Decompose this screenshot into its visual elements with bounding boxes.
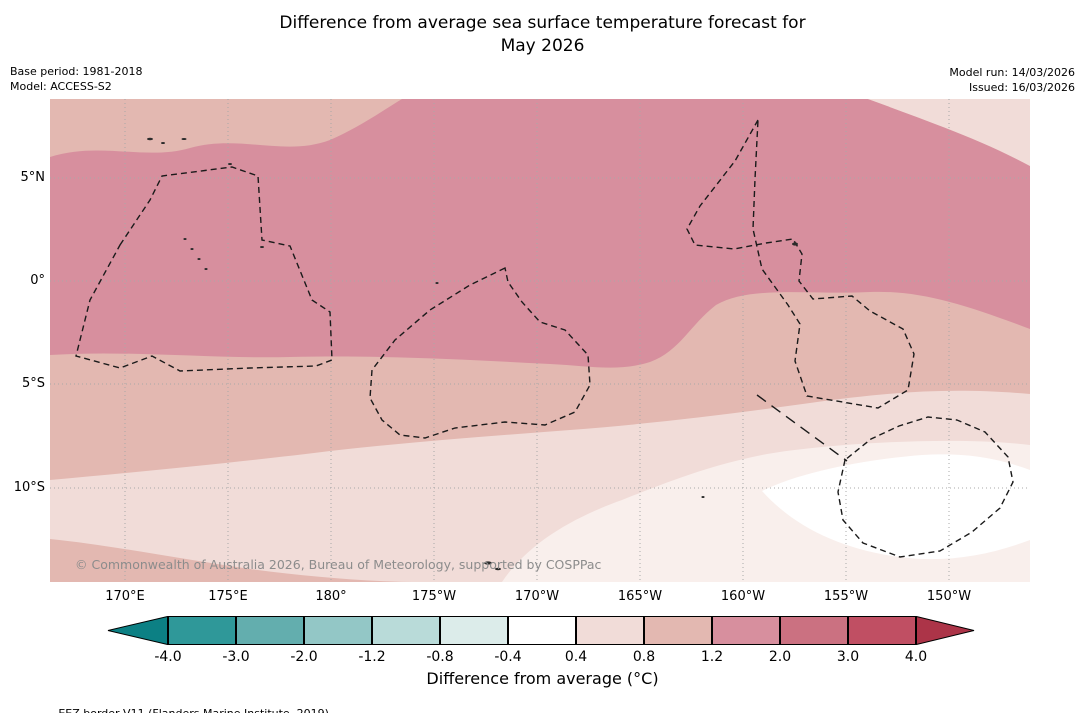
colorbar-bar — [106, 616, 978, 645]
lon-label: 160°W — [720, 589, 766, 604]
run-metadata-left: Base period: 1981-2018 Model: ACCESS-S2 — [10, 64, 142, 94]
anomaly-band-medium-south — [50, 539, 422, 582]
colorbar-tick: 0.8 — [632, 649, 656, 665]
eez-borders — [75, 119, 1014, 558]
model-run-text: Model run: 14/03/2026 — [949, 66, 1075, 79]
colorbar-segment — [780, 616, 848, 645]
colorbar-tick: 3.0 — [836, 649, 860, 665]
lat-label: 10°S — [13, 480, 45, 495]
lat-label: 5°N — [20, 170, 46, 185]
base-period-text: Base period: 1981-2018 — [10, 65, 143, 78]
colorbar-tick: -3.0 — [222, 649, 250, 665]
colorbar-tick: 2.0 — [768, 649, 792, 665]
colorbar-tick: 0.4 — [564, 649, 588, 665]
map-area: © Commonwealth of Australia 2026, Bureau… — [50, 99, 1030, 582]
colorbar-segment — [848, 616, 916, 645]
colorbar-tick: 4.0 — [904, 649, 928, 665]
eez-border-path — [369, 266, 591, 439]
colorbar-segment — [168, 616, 236, 645]
title-line-2: May 2026 — [500, 36, 585, 56]
lon-label: 175°E — [208, 589, 248, 604]
eez-border-path — [756, 394, 848, 462]
sst-anomaly-map: © Commonwealth of Australia 2026, Bureau… — [50, 99, 1030, 582]
lon-label: 180° — [315, 589, 347, 604]
colorbar-segment — [644, 616, 712, 645]
eez-border-path — [75, 166, 333, 372]
eez-legend: -- -- -- EEZ border V11 (Flanders Marine… — [3, 694, 332, 713]
eez-border-path — [837, 416, 1014, 558]
colorbar-segment — [440, 616, 508, 645]
colorbar-tick: -1.2 — [358, 649, 386, 665]
colorbar-tick: -0.8 — [426, 649, 454, 665]
colorbar-segment — [236, 616, 304, 645]
lon-label: 170°E — [105, 589, 145, 604]
eez-dash-sample: -- -- -- — [17, 707, 55, 713]
lat-label: 0° — [30, 273, 45, 288]
colorbar: -4.0 -3.0 -2.0 -1.2 -0.8 -0.4 0.4 0.8 1.… — [106, 616, 978, 686]
colorbar-segment — [304, 616, 372, 645]
lon-label: 155°W — [823, 589, 869, 604]
model-text: Model: ACCESS-S2 — [10, 80, 112, 93]
lon-label: 175°W — [411, 589, 457, 604]
lon-label: 150°W — [926, 589, 972, 604]
gridlines — [50, 99, 1030, 582]
colorbar-segment — [372, 616, 440, 645]
issued-text: Issued: 16/03/2026 — [968, 81, 1075, 94]
page-title: Difference from average sea surface temp… — [0, 12, 1085, 58]
colorbar-right-arrow-shape — [916, 616, 975, 645]
colorbar-label: Difference from average (°C) — [426, 669, 659, 688]
colorbar-tick: -4.0 — [154, 649, 182, 665]
title-line-1: Difference from average sea surface temp… — [279, 13, 806, 33]
lat-label: 5°S — [21, 376, 45, 391]
colorbar-tick: -0.4 — [494, 649, 522, 665]
island-marks — [147, 137, 798, 571]
colorbar-tick: -2.0 — [290, 649, 318, 665]
colorbar-tick: 1.2 — [700, 649, 724, 665]
colorbar-left-arrow-shape — [107, 616, 168, 645]
anomaly-band-white — [762, 454, 1030, 560]
anomaly-band-light-corner — [868, 99, 1030, 166]
lon-label: 165°W — [617, 589, 663, 604]
colorbar-segment — [576, 616, 644, 645]
lon-label: 170°W — [514, 589, 560, 604]
eez-note: EEZ border V11 (Flanders Marine Institut… — [58, 707, 332, 713]
colorbar-right-arrow — [916, 616, 975, 645]
colorbar-segment — [508, 616, 576, 645]
colorbar-segment — [712, 616, 780, 645]
colorbar-left-arrow — [107, 616, 168, 645]
anomaly-band-dark — [50, 99, 1030, 368]
run-metadata-right: Model run: 14/03/2026 Issued: 16/03/2026 — [949, 65, 1075, 95]
eez-border-path — [686, 119, 915, 409]
map-copyright: © Commonwealth of Australia 2026, Bureau… — [75, 557, 601, 572]
